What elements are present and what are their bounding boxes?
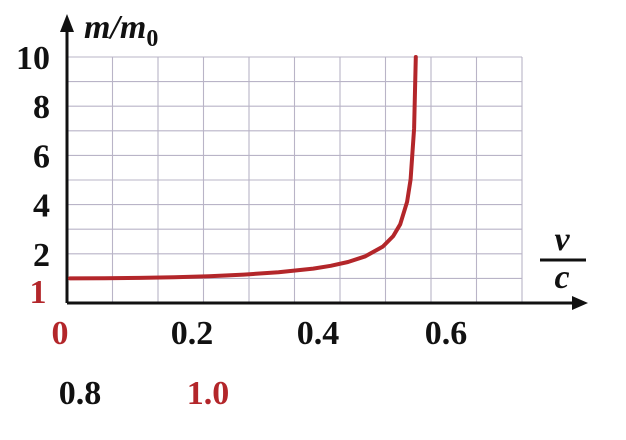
y-tick-label: 6 bbox=[33, 138, 50, 175]
x-tick-label: 1.0 bbox=[187, 375, 230, 412]
y-tick-label: 8 bbox=[33, 89, 50, 126]
x-tick-label: 0 bbox=[52, 315, 69, 352]
x-axis-title: v c bbox=[540, 221, 586, 296]
x-tick-label: 0.8 bbox=[59, 375, 102, 412]
axes bbox=[60, 14, 588, 310]
x-tick-label: 0.6 bbox=[425, 315, 468, 352]
x-axis-arrow bbox=[572, 296, 588, 310]
y-tick-label: 1 bbox=[30, 274, 47, 311]
y-axis-arrow bbox=[60, 14, 74, 32]
x-tick-label: 0.4 bbox=[297, 315, 340, 352]
y-tick-label: 4 bbox=[33, 188, 50, 225]
y-axis-title: m/m0 bbox=[84, 9, 158, 52]
y-tick-label: 2 bbox=[33, 237, 50, 274]
series-line bbox=[68, 55, 418, 281]
grid bbox=[67, 56, 523, 303]
x-axis-title-numerator: v bbox=[554, 221, 570, 258]
y-tick-label: 10 bbox=[16, 40, 50, 77]
x-tick-label: 0.2 bbox=[171, 315, 214, 352]
x-axis-title-denominator: c bbox=[554, 259, 569, 296]
